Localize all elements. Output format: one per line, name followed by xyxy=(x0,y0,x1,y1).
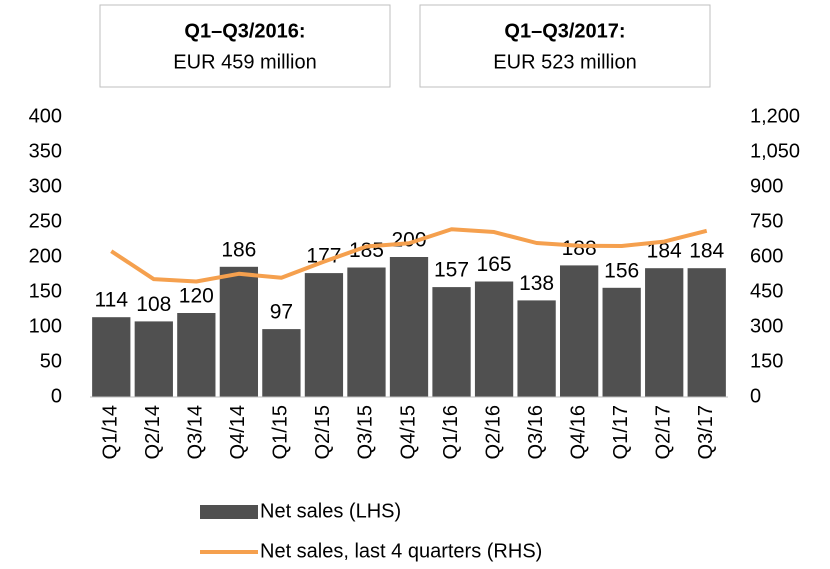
bar xyxy=(687,268,726,397)
bar xyxy=(559,265,599,397)
annotation-text: EUR 523 million xyxy=(493,51,636,73)
y-tick-label: 100 xyxy=(29,315,62,337)
data-label: 157 xyxy=(434,259,469,282)
y-tick-label: 300 xyxy=(29,175,62,197)
data-label: 114 xyxy=(95,289,129,312)
x-tick-label: Q4/16 xyxy=(567,405,589,459)
bar xyxy=(645,268,684,397)
x-tick-label: Q3/15 xyxy=(355,405,377,459)
bar xyxy=(389,257,429,397)
y-tick-label: 350 xyxy=(29,140,62,162)
data-label: 165 xyxy=(477,253,512,276)
y2-tick-label: 1,200 xyxy=(750,105,800,127)
data-label: 138 xyxy=(519,272,554,295)
bar xyxy=(177,313,216,397)
y2-tick-label: 750 xyxy=(750,210,783,232)
data-label: 177 xyxy=(306,245,341,268)
x-tick-label: Q3/16 xyxy=(525,405,547,459)
annotation-title: Q1–Q3/2017: xyxy=(504,20,625,42)
x-tick-label: Q4/15 xyxy=(397,405,419,459)
x-tick-label: Q1/14 xyxy=(100,405,122,459)
y-tick-label: 200 xyxy=(29,245,62,267)
bar xyxy=(517,300,556,397)
legend-label: Net sales, last 4 quarters (RHS) xyxy=(260,540,542,562)
bar xyxy=(219,266,259,397)
legend-label: Net sales (LHS) xyxy=(260,500,401,522)
annotation-box xyxy=(99,4,391,88)
bar xyxy=(432,287,471,397)
annotation-text: EUR 459 million xyxy=(173,51,316,73)
bar xyxy=(262,329,301,397)
y-tick-label: 150 xyxy=(29,280,62,302)
x-tick-label: Q1/17 xyxy=(610,405,632,459)
x-tick-label: Q2/17 xyxy=(652,405,674,459)
bar xyxy=(134,321,173,397)
x-tick-label: Q2/14 xyxy=(142,405,164,459)
y2-tick-label: 900 xyxy=(750,175,783,197)
y-tick-label: 0 xyxy=(51,385,62,407)
y2-tick-label: 300 xyxy=(750,315,783,337)
x-tick-label: Q2/15 xyxy=(312,405,334,459)
bar xyxy=(602,287,641,397)
data-label: 120 xyxy=(179,285,214,308)
bar xyxy=(92,317,131,397)
bar xyxy=(304,273,344,397)
y2-tick-label: 150 xyxy=(750,350,783,372)
y2-tick-label: 1,050 xyxy=(750,140,800,162)
y2-tick-label: 600 xyxy=(750,245,783,267)
y-tick-label: 250 xyxy=(29,210,62,232)
data-label: 184 xyxy=(647,240,682,263)
data-label: 97 xyxy=(270,301,293,324)
x-tick-label: Q4/14 xyxy=(227,405,249,459)
x-tick-label: Q1/15 xyxy=(270,405,292,459)
data-label: 188 xyxy=(562,237,597,260)
legend-swatch xyxy=(200,505,258,519)
line xyxy=(110,227,708,284)
bar xyxy=(347,267,386,397)
data-label: 108 xyxy=(136,293,171,316)
y-tick-label: 400 xyxy=(29,105,62,127)
y2-tick-label: 450 xyxy=(750,280,783,302)
y-tick-label: 50 xyxy=(40,350,62,372)
y2-tick-label: 0 xyxy=(750,385,761,407)
x-tick-label: Q1/16 xyxy=(440,405,462,459)
bar xyxy=(474,281,514,397)
x-tick-label: Q3/17 xyxy=(695,405,717,459)
annotation-title: Q1–Q3/2016: xyxy=(184,20,305,42)
annotation-box xyxy=(419,4,711,88)
data-label: 184 xyxy=(689,240,724,263)
data-label: 186 xyxy=(221,238,256,261)
data-label: 156 xyxy=(604,259,639,282)
x-tick-label: Q2/16 xyxy=(482,405,504,459)
x-tick-label: Q3/14 xyxy=(185,405,207,459)
